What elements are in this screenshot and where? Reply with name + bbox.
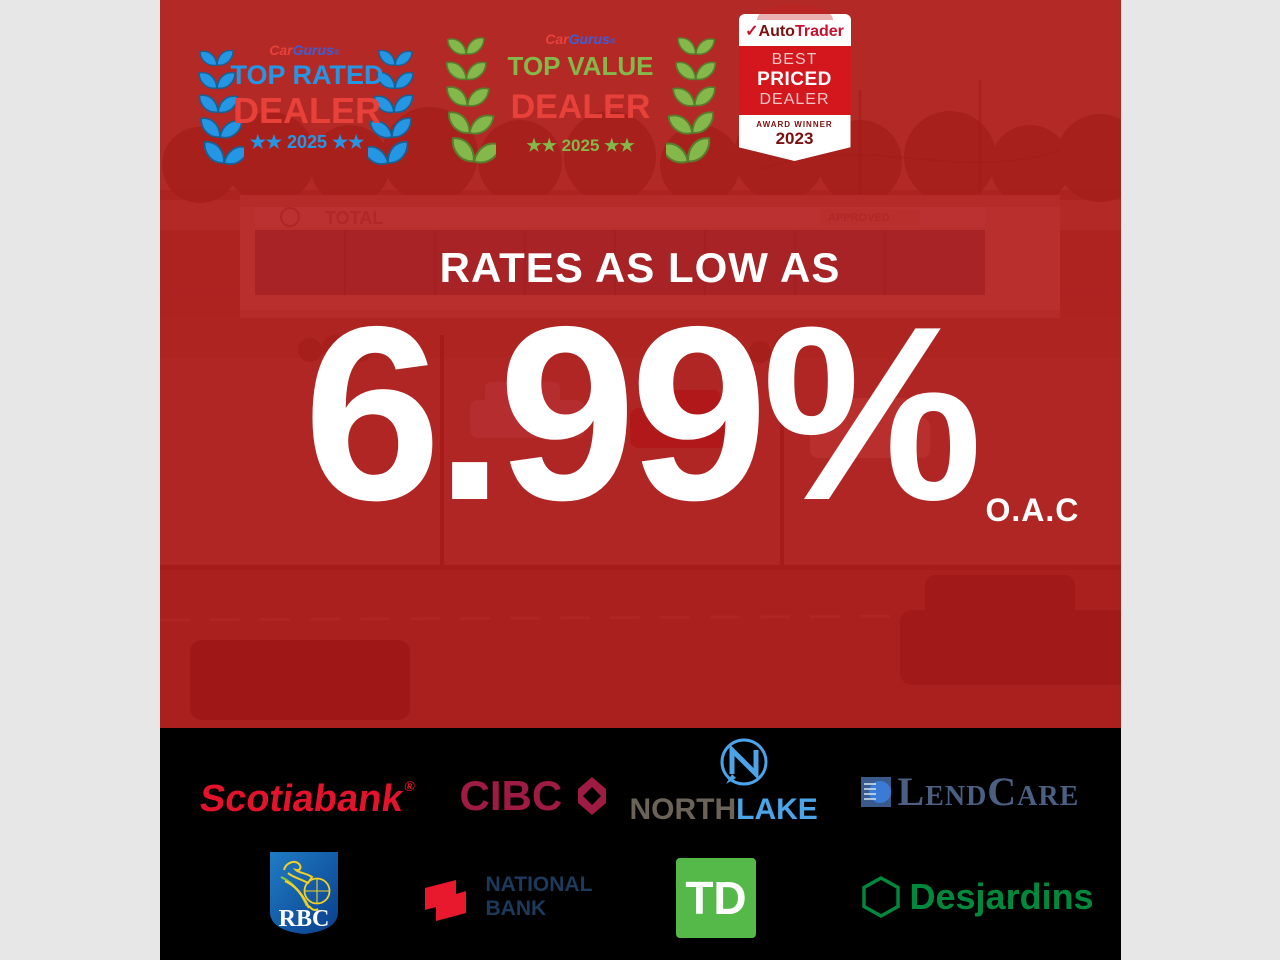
svg-text:RBC: RBC: [278, 906, 329, 932]
svg-text:TD: TD: [685, 872, 746, 924]
